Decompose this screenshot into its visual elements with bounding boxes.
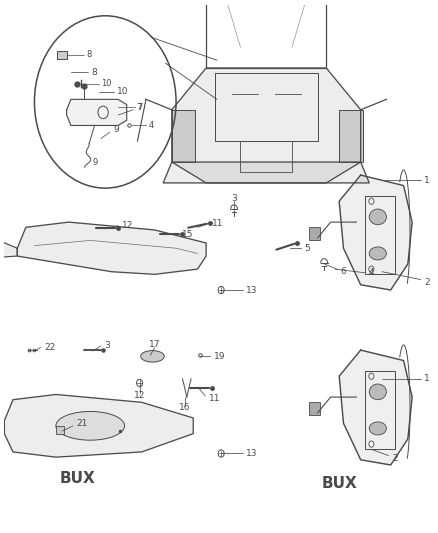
Text: 15: 15 xyxy=(182,230,193,239)
Polygon shape xyxy=(339,175,412,290)
Text: 2: 2 xyxy=(424,278,430,287)
Ellipse shape xyxy=(369,384,386,400)
Text: 21: 21 xyxy=(77,419,88,427)
Text: 7: 7 xyxy=(137,103,142,112)
Text: 12: 12 xyxy=(134,391,145,400)
Polygon shape xyxy=(339,350,412,465)
Text: 19: 19 xyxy=(214,352,225,361)
Text: 1: 1 xyxy=(424,176,430,185)
Text: 4: 4 xyxy=(148,121,153,130)
Text: 6: 6 xyxy=(340,267,346,276)
Bar xyxy=(309,228,320,240)
Bar xyxy=(56,426,64,434)
Text: 3: 3 xyxy=(231,194,237,203)
Bar xyxy=(339,110,363,162)
Polygon shape xyxy=(172,68,360,183)
Text: 9: 9 xyxy=(92,158,98,166)
Text: 22: 22 xyxy=(44,343,56,352)
Text: BUX: BUX xyxy=(60,471,95,486)
Polygon shape xyxy=(67,99,127,125)
Text: 7: 7 xyxy=(138,103,143,112)
Ellipse shape xyxy=(56,411,124,440)
Bar xyxy=(57,51,67,59)
Text: 8: 8 xyxy=(86,51,91,60)
Bar xyxy=(172,110,195,162)
Text: 13: 13 xyxy=(246,449,258,458)
Text: 5: 5 xyxy=(304,244,310,253)
Polygon shape xyxy=(163,162,369,183)
Ellipse shape xyxy=(369,422,386,435)
Bar xyxy=(240,141,292,173)
Text: 11: 11 xyxy=(208,394,220,403)
Polygon shape xyxy=(0,220,17,261)
Ellipse shape xyxy=(141,351,164,362)
Text: 10: 10 xyxy=(101,79,111,88)
Polygon shape xyxy=(17,222,206,274)
Text: 1: 1 xyxy=(424,374,430,383)
Text: 4: 4 xyxy=(368,268,374,277)
Ellipse shape xyxy=(369,247,386,260)
Text: BUX: BUX xyxy=(321,476,357,491)
Polygon shape xyxy=(4,394,193,457)
Polygon shape xyxy=(0,394,4,436)
Text: 8: 8 xyxy=(92,68,97,77)
Text: 17: 17 xyxy=(149,341,160,349)
Text: 2: 2 xyxy=(392,454,398,463)
Text: 16: 16 xyxy=(179,403,191,412)
Bar xyxy=(309,402,320,415)
Text: 10: 10 xyxy=(117,87,129,96)
Text: 12: 12 xyxy=(122,221,133,230)
Text: 11: 11 xyxy=(212,219,223,228)
Text: 13: 13 xyxy=(246,286,258,295)
Ellipse shape xyxy=(369,209,386,225)
Text: 3: 3 xyxy=(104,342,110,350)
Text: 9: 9 xyxy=(113,125,119,134)
